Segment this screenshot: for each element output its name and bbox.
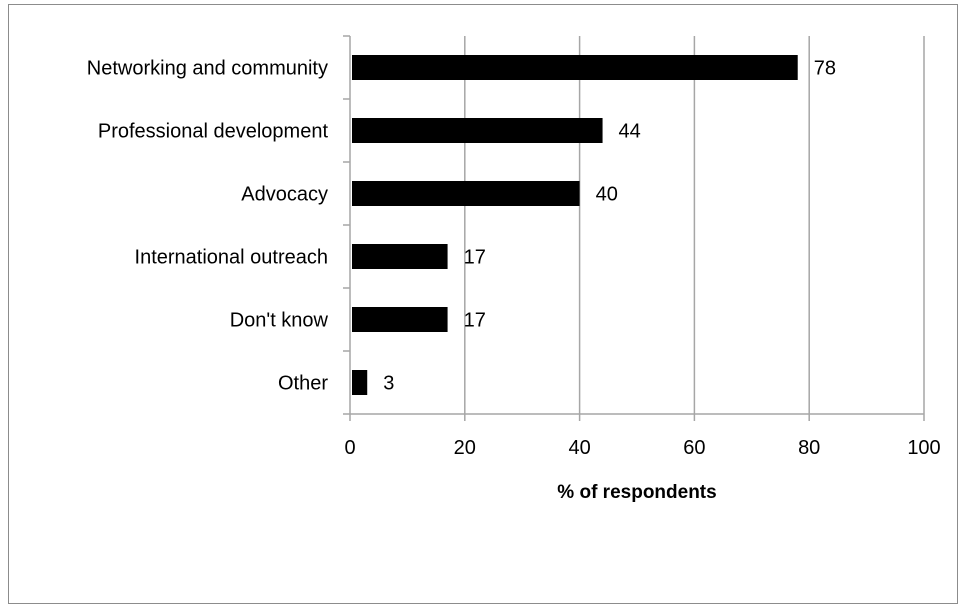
data-label-5: 3 (383, 373, 394, 395)
bar-0 (352, 55, 798, 80)
chart-frame (8, 4, 958, 604)
data-label-2: 40 (596, 184, 618, 206)
bar-4 (352, 307, 448, 332)
category-label-3: International outreach (135, 247, 328, 269)
bar-1 (352, 118, 603, 143)
bar-3 (352, 244, 448, 269)
bar-chart: 0 20 40 60 80 100 Networking and community 78 Pr… (87, 35, 941, 503)
data-label-1: 44 (619, 121, 641, 143)
x-tick-label-40: 40 (568, 437, 590, 459)
category-label-0: Networking and community (87, 58, 328, 80)
x-tick-label-100: 100 (907, 437, 940, 459)
x-tick-label-0: 0 (344, 437, 355, 459)
bar-2 (352, 181, 580, 206)
bar-5 (352, 370, 368, 395)
category-label-2: Advocacy (241, 184, 328, 206)
x-axis-title: % of respondents (557, 482, 716, 503)
data-label-3: 17 (464, 247, 486, 269)
x-tick-label-80: 80 (798, 437, 820, 459)
x-tick-label-20: 20 (454, 437, 476, 459)
category-label-4: Don't know (230, 310, 329, 332)
gridlines (464, 36, 925, 414)
category-label-1: Professional development (98, 121, 329, 143)
data-label-4: 17 (464, 310, 486, 332)
x-tick-label-60: 60 (683, 437, 705, 459)
bars (352, 55, 798, 395)
axes (343, 35, 925, 421)
category-label-5: Other (278, 373, 328, 395)
data-label-0: 78 (814, 58, 836, 80)
labels: 0 20 40 60 80 100 Networking and community 78 Pr… (87, 58, 941, 460)
